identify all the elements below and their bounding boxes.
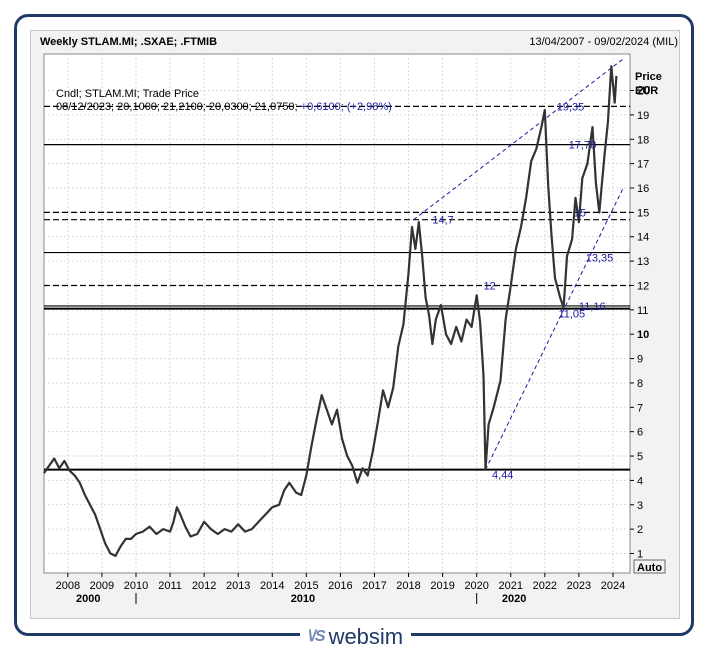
legend-values: 08/12/2023; 20,1000; 21,2100; 20,0300; 2… (56, 101, 298, 113)
era-label: 2020 (502, 593, 526, 605)
x-tick-label: 2014 (260, 580, 284, 592)
y-tick-label: 13 (637, 256, 649, 268)
x-tick-label: 2015 (294, 580, 318, 592)
x-tick-label: 2024 (601, 580, 625, 592)
x-tick-label: 2018 (396, 580, 420, 592)
x-tick-label: 2009 (90, 580, 114, 592)
price-line (43, 65, 618, 558)
x-tick-label: 2013 (226, 580, 250, 592)
x-axis: 2008 2009 2010 2011 2012 2013 2014 2015 2016 2017… (56, 573, 625, 605)
y-tick-label: 5 (637, 451, 643, 463)
grid (44, 54, 630, 573)
x-tick-label: 2012 (192, 580, 216, 592)
level-label: 4,44 (492, 470, 513, 482)
y-tick-label: 3 (637, 500, 643, 512)
y-tick-label: 17 (637, 159, 649, 171)
level-label: 11,05 (558, 309, 585, 321)
level-label: 17,78 (569, 140, 597, 152)
y-tick-label: 10 (637, 329, 649, 341)
level-label: 15 (574, 207, 586, 219)
x-tick-label: 2023 (567, 580, 591, 592)
level-label: 13,35 (586, 253, 614, 265)
legend-change: +0,6100; (+2,98%) (301, 101, 392, 113)
x-tick-label: 2016 (328, 580, 352, 592)
trend-lines (413, 58, 624, 470)
chart-title: Weekly STLAM.MI; .SXAE; .FTMIB (40, 36, 218, 48)
level-label: 14,7 (432, 215, 453, 227)
x-tick-label: 2011 (158, 580, 182, 592)
y-tick-label: 16 (637, 183, 649, 195)
legend-line-1: Cndl; STLAM.MI; Trade Price (56, 88, 199, 100)
y-tick-label: 4 (637, 475, 643, 487)
legend-line-2: 08/12/2023; 20,1000; 21,2100; 20,0300; 2… (56, 101, 392, 113)
websim-mark-icon: \/S (308, 628, 326, 645)
y-tick-label: 1 (637, 549, 643, 561)
y-tick-label: 12 (637, 280, 649, 292)
level-label: 12 (484, 280, 496, 292)
y-tick-label: 2 (637, 524, 643, 536)
y-tick-label: 9 (637, 354, 643, 366)
auto-scale-button[interactable]: Auto (637, 562, 662, 574)
y-tick-label: 14 (637, 232, 649, 244)
level-label: 11,16 (579, 301, 606, 313)
y-tick-label: 11 (637, 305, 648, 317)
horizontal-levels (44, 105, 630, 471)
y-tick-label: 8 (637, 378, 643, 390)
y-axis-title: Price (635, 71, 662, 83)
x-tick-label: 2017 (362, 580, 386, 592)
era-label: 2000 (76, 593, 100, 605)
era-label: 2010 (291, 593, 315, 605)
price-series (43, 65, 618, 558)
auto-scale-button-box[interactable] (633, 559, 666, 574)
x-tick-label: 2008 (56, 580, 80, 592)
x-tick-label: 2019 (430, 580, 454, 592)
websim-logo: \/S websim (300, 624, 412, 650)
y-tick-label: 15 (637, 207, 649, 219)
x-tick-label: 2021 (499, 580, 523, 592)
plot-area (43, 53, 631, 574)
trend-line (485, 187, 624, 470)
x-tick-label: 2022 (533, 580, 557, 592)
level-label: 19,35 (557, 101, 585, 113)
trend-line (413, 58, 624, 221)
websim-brand: websim (328, 624, 404, 649)
y-tick-label: 6 (637, 427, 643, 439)
y-tick-label: 7 (637, 402, 643, 414)
date-range: 13/04/2007 - 09/02/2024 (MIL) (529, 36, 678, 48)
y-tick-label: 19 (637, 110, 649, 122)
y-axis-unit: EUR (635, 85, 658, 97)
y-tick-label: 20 (637, 84, 651, 98)
y-tick-label: 18 (637, 134, 649, 146)
x-tick-label: 2020 (464, 580, 488, 592)
x-tick-label: 2010 (124, 580, 148, 592)
